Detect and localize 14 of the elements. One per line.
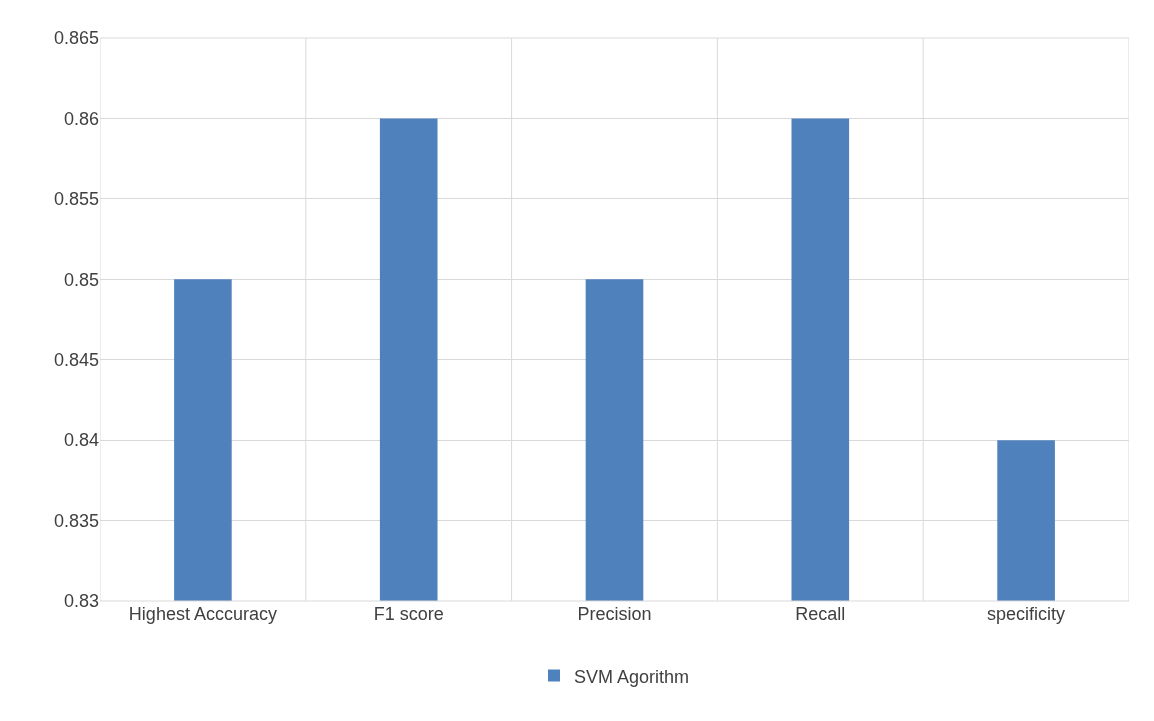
y-tick-label: 0.83 — [63, 591, 99, 612]
y-tick-label: 0.855 — [53, 189, 99, 210]
x-tick-label: F1 score — [373, 604, 444, 624]
legend-label: SVM Agorithm — [574, 666, 690, 687]
y-tick-label: 0.865 — [53, 28, 99, 49]
y-tick-label: 0.845 — [53, 350, 99, 371]
y-tick-label: 0.84 — [63, 430, 99, 451]
x-tick-label: Highest Acccuracy — [128, 604, 277, 624]
y-tick-label: 0.835 — [53, 510, 99, 531]
y-tick-label: 0.85 — [63, 269, 99, 290]
x-tick-label: Precision — [577, 604, 652, 624]
x-tick-label: specificity — [987, 604, 1066, 624]
y-tick-label: 0.86 — [63, 108, 99, 129]
x-tick-label: Recall — [795, 604, 846, 624]
